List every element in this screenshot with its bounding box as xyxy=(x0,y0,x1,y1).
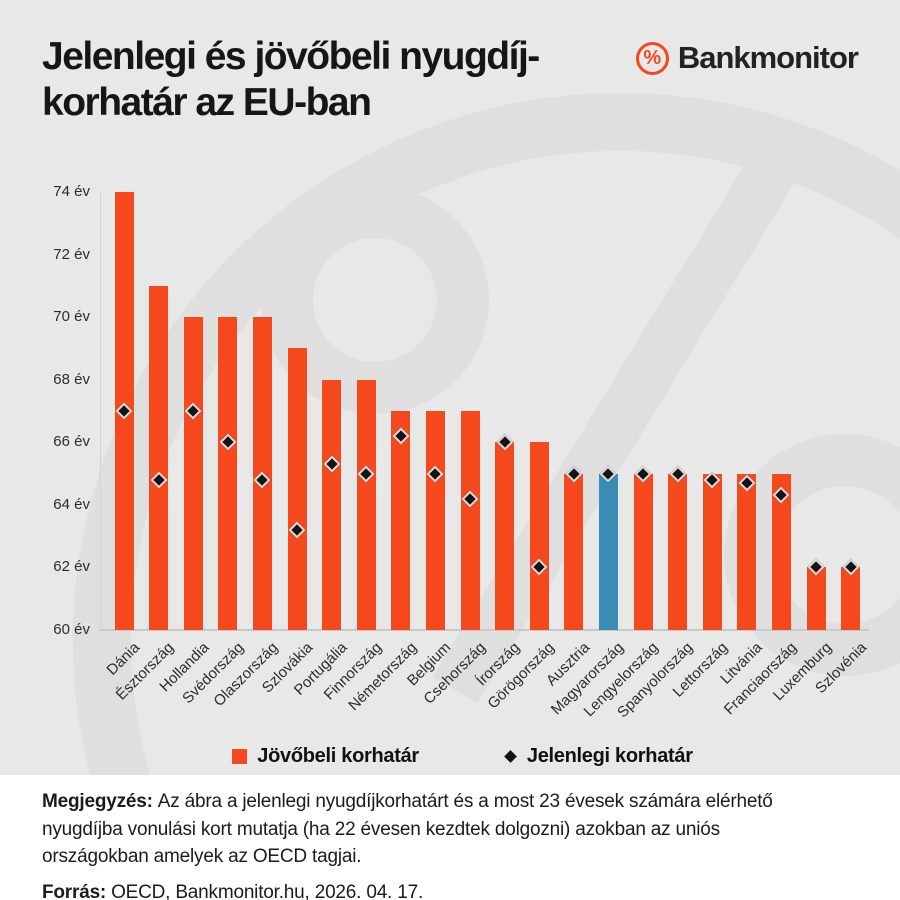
y-tick-label: 68 év xyxy=(53,370,90,388)
y-axis-line xyxy=(100,192,101,630)
current-diamond-icon xyxy=(504,750,517,763)
note-label: Megjegyzés: xyxy=(42,791,153,812)
bar-Lengyelország xyxy=(633,473,653,630)
bar-Hollandia xyxy=(183,317,203,630)
legend-item-future: Jövőbeli korhatár xyxy=(232,745,419,768)
bar-Luxemburg xyxy=(806,567,826,630)
legend-item-current: Jelenlegi korhatár xyxy=(504,745,693,768)
footer: Megjegyzés: Az ábra a jelenlegi nyugdíjko… xyxy=(0,775,900,900)
bar-Németország xyxy=(391,411,411,630)
bar-Spanyolország xyxy=(668,473,688,630)
bar-Litvánia xyxy=(737,473,757,630)
bar-Svédország xyxy=(218,317,238,630)
bar-Csehország xyxy=(460,411,480,630)
bar-Portugália xyxy=(322,379,342,630)
x-axis-line xyxy=(99,629,869,631)
percent-logo-icon: % xyxy=(635,41,669,75)
y-tick-label: 74 év xyxy=(53,183,90,200)
bar-Görögország xyxy=(529,442,549,630)
y-tick-label: 70 év xyxy=(53,308,90,326)
y-tick-label: 62 év xyxy=(53,558,90,576)
page-title: Jelenlegi és jövőbeli nyugdíj- korhatár … xyxy=(42,34,540,126)
legend-future-label: Jövőbeli korhatár xyxy=(257,745,419,767)
legend-current-label: Jelenlegi korhatár xyxy=(526,745,693,767)
bar-Finnország xyxy=(356,379,376,630)
bankmonitor-logo: % Bankmonitor xyxy=(635,40,859,76)
page-title-line1: Jelenlegi és jövőbeli nyugdíj- xyxy=(42,35,540,78)
y-tick-label: 60 év xyxy=(53,621,90,638)
bar-Szlovénia xyxy=(841,567,861,630)
source-label: Forrás: xyxy=(42,881,107,900)
page-title-line2: korhatár az EU-ban xyxy=(42,81,372,124)
bar-Szlovákia xyxy=(287,348,307,630)
note-text: Megjegyzés: Az ábra a jelenlegi nyugdíjko… xyxy=(42,791,773,867)
future-bar-swatch-icon xyxy=(232,749,248,764)
brand-name: Bankmonitor xyxy=(677,40,859,75)
y-tick-label: 64 év xyxy=(53,495,90,513)
bar-Franciaország xyxy=(771,473,791,630)
y-tick-label: 72 év xyxy=(53,245,90,263)
bar-Írország xyxy=(495,442,515,630)
bar-Ausztria xyxy=(564,473,584,630)
source-text: Forrás: OECD, Bankmonitor.hu, 2026. 04. 1… xyxy=(42,882,858,900)
chart-legend: Jövőbeli korhatár Jelenlegi korhatár xyxy=(0,745,900,768)
bar-Belgium xyxy=(425,411,445,630)
bar-Észtország xyxy=(149,285,169,630)
bar-Lettország xyxy=(702,473,722,630)
y-tick-label: 66 év xyxy=(53,433,90,451)
bar-Magyarország xyxy=(598,473,618,630)
